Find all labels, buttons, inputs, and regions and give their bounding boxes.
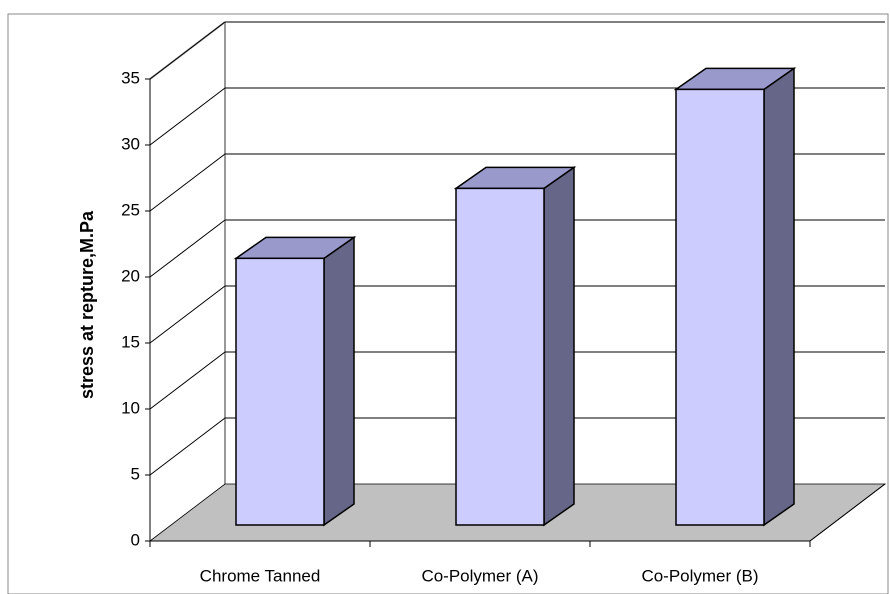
grid-line (149, 417, 226, 476)
grid-line (149, 285, 226, 344)
y-tick-label: 25 (121, 200, 140, 219)
bar-side (543, 165, 575, 527)
grid-line (149, 219, 226, 278)
grid-line (149, 153, 226, 212)
y-tick-label: 30 (121, 134, 140, 153)
grid-line (149, 351, 226, 410)
x-tick-label: Co-Polymer (A) (421, 566, 538, 585)
y-tick-label: 20 (121, 266, 140, 285)
y-axis-label: stress at repture,M.Pa (77, 210, 97, 399)
grid-line (149, 21, 226, 80)
bar (455, 187, 545, 526)
y-tick-label: 5 (131, 464, 140, 483)
y-tick-label: 15 (121, 332, 140, 351)
bar-side (323, 235, 355, 527)
bar-side (763, 66, 795, 527)
x-tick-label: Chrome Tanned (200, 566, 321, 585)
grid-line (149, 87, 226, 146)
floor-right (809, 483, 886, 542)
y-tick-label: 0 (131, 530, 140, 549)
y-tick-label: 35 (121, 68, 140, 87)
x-tick-label: Co-Polymer (B) (641, 566, 758, 585)
bar (675, 88, 765, 526)
y-tick-label: 10 (121, 398, 140, 417)
bar (235, 257, 325, 526)
